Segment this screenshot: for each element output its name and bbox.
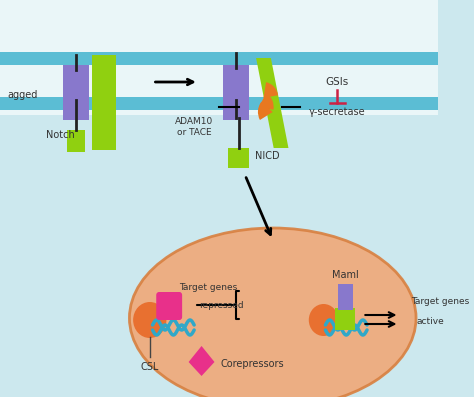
Text: γ-secretase: γ-secretase: [309, 107, 366, 117]
Text: ADAM10
or TACE: ADAM10 or TACE: [175, 117, 213, 137]
Bar: [223, 65, 249, 120]
Bar: [0, 115, 438, 397]
Polygon shape: [189, 346, 215, 376]
Polygon shape: [256, 58, 289, 148]
FancyBboxPatch shape: [156, 292, 182, 320]
Bar: [63, 65, 89, 120]
Bar: [0, 97, 438, 110]
Text: Notch: Notch: [46, 130, 75, 140]
Text: NICD: NICD: [255, 151, 280, 161]
Bar: [66, 130, 85, 152]
Bar: [0, 52, 438, 65]
Wedge shape: [258, 102, 273, 120]
Text: agged: agged: [8, 90, 38, 100]
Text: Target genes: Target genes: [411, 297, 470, 306]
Circle shape: [133, 302, 166, 338]
Bar: [228, 148, 249, 168]
Text: CSL: CSL: [141, 362, 159, 372]
Bar: [91, 55, 116, 150]
Text: active: active: [416, 318, 444, 326]
Wedge shape: [259, 93, 273, 110]
Circle shape: [309, 304, 338, 336]
Bar: [335, 308, 355, 330]
Wedge shape: [264, 82, 278, 98]
Text: Target genes: Target genes: [179, 283, 237, 291]
Bar: [0, 0, 438, 58]
Text: Maml: Maml: [332, 270, 359, 280]
Ellipse shape: [129, 228, 416, 397]
Text: repressed: repressed: [200, 301, 244, 310]
Text: Corepressors: Corepressors: [220, 359, 284, 369]
Bar: [338, 284, 353, 310]
Text: GSIs: GSIs: [326, 77, 349, 87]
Bar: [0, 0, 438, 115]
